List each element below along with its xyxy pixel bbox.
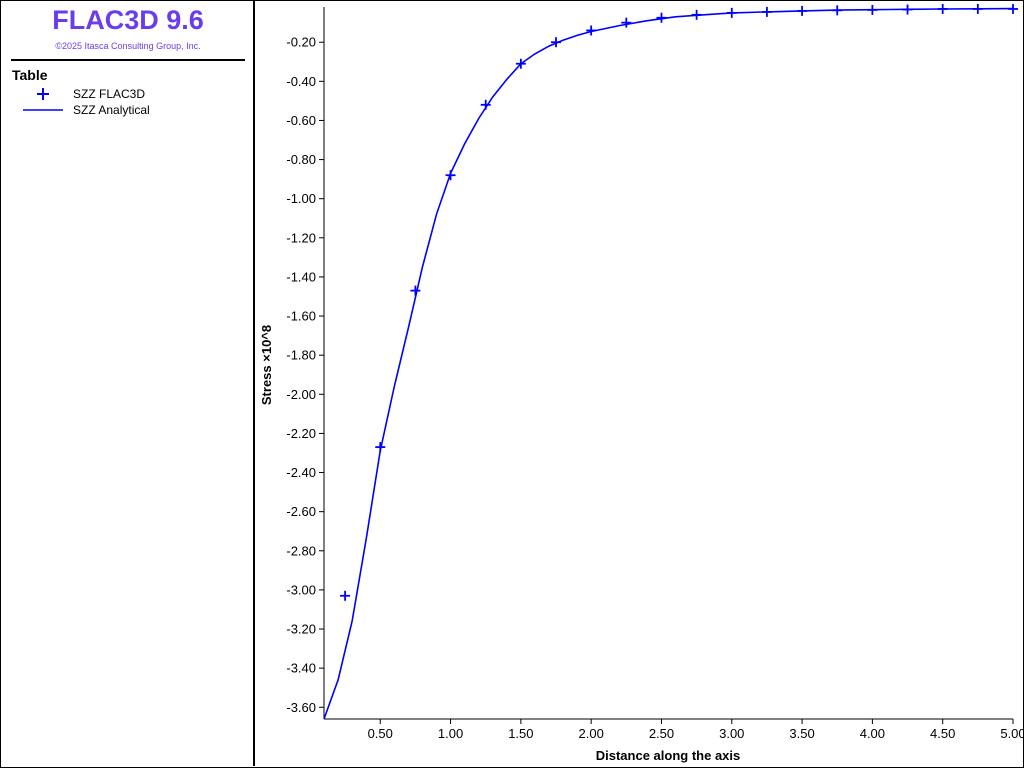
flac3d-point bbox=[551, 37, 562, 48]
x-tick-label: 2.00 bbox=[579, 726, 604, 741]
y-tick-label: -2.00 bbox=[286, 387, 316, 402]
flac3d-point bbox=[972, 3, 983, 14]
y-tick-label: -2.60 bbox=[286, 504, 316, 519]
flac3d-point bbox=[832, 5, 843, 16]
y-tick-label: -0.80 bbox=[286, 152, 316, 167]
x-tick-label: 4.00 bbox=[860, 726, 885, 741]
flac3d-point bbox=[621, 17, 632, 28]
y-tick-label: -0.20 bbox=[286, 35, 316, 50]
flac3d-point bbox=[902, 4, 913, 15]
copyright-text: ©2025 Itasca Consulting Group, Inc. bbox=[55, 41, 201, 51]
app-title: FLAC3D 9.6 bbox=[52, 5, 204, 35]
sidebar-panel: FLAC3D 9.6 ©2025 Itasca Consulting Group… bbox=[1, 1, 255, 766]
y-tick-label: -0.40 bbox=[286, 74, 316, 89]
y-tick-label: -0.60 bbox=[286, 113, 316, 128]
y-tick-label: -3.60 bbox=[286, 700, 316, 715]
plus-marker-icon bbox=[37, 88, 49, 100]
x-tick-label: 1.00 bbox=[438, 726, 463, 741]
series-szz-flac3d bbox=[340, 3, 1018, 601]
sidebar-divider bbox=[11, 59, 245, 61]
series-szz-analytical bbox=[323, 7, 1014, 720]
line-marker-icon bbox=[23, 109, 63, 111]
legend-title: Table bbox=[12, 67, 48, 83]
flac3d-point bbox=[867, 4, 878, 15]
flac3d-point bbox=[726, 7, 737, 18]
y-tick-label: -2.80 bbox=[286, 543, 316, 558]
flac3d-point bbox=[1008, 3, 1018, 14]
y-tick-label: -1.60 bbox=[286, 309, 316, 324]
flac3d-point bbox=[691, 9, 702, 20]
flac3d-point bbox=[340, 590, 351, 601]
y-axis-ticks: -0.20 -0.40 -0.60 -0.80 -1.00 -1.20 -1.40 -1.60… bbox=[286, 35, 324, 715]
y-tick-label: -2.20 bbox=[286, 426, 316, 441]
x-tick-label: 3.50 bbox=[789, 726, 814, 741]
y-tick-label: -3.20 bbox=[286, 622, 316, 637]
chart-axes bbox=[323, 7, 1013, 720]
flac3d-point bbox=[656, 12, 667, 23]
x-axis-label: Distance along the axis bbox=[596, 748, 741, 763]
flac3d-point bbox=[410, 285, 421, 296]
y-tick-label: -1.00 bbox=[286, 191, 316, 206]
x-tick-label: 0.50 bbox=[368, 726, 393, 741]
flac3d-point bbox=[515, 58, 526, 69]
y-tick-label: -1.80 bbox=[286, 348, 316, 363]
flac3d-point bbox=[761, 6, 772, 17]
legend-label: SZZ Analytical bbox=[73, 103, 150, 117]
y-tick-label: -1.20 bbox=[286, 230, 316, 245]
flac3d-point bbox=[797, 5, 808, 16]
x-tick-label: 1.50 bbox=[508, 726, 533, 741]
y-tick-label: -3.00 bbox=[286, 582, 316, 597]
x-axis-ticks: 0.50 1.00 1.50 2.00 2.50 3.00 3.50 4.00 4.50 5.00 bbox=[368, 719, 1024, 741]
y-tick-label: -3.40 bbox=[286, 661, 316, 676]
analytical-line bbox=[323, 7, 1014, 720]
flac3d-point bbox=[375, 442, 386, 453]
x-tick-label: 4.50 bbox=[930, 726, 955, 741]
x-tick-label: 5.00 bbox=[1000, 726, 1024, 741]
x-tick-label: 2.50 bbox=[649, 726, 674, 741]
flac3d-point bbox=[445, 170, 456, 181]
flac3d-point bbox=[937, 3, 948, 14]
y-tick-label: -2.40 bbox=[286, 465, 316, 480]
y-tick-label: -1.40 bbox=[286, 269, 316, 284]
x-tick-label: 3.00 bbox=[719, 726, 744, 741]
flac3d-point bbox=[480, 99, 491, 110]
y-axis-label: Stress ×10^8 bbox=[259, 325, 274, 405]
flac3d-point bbox=[586, 25, 597, 36]
legend-label: SZZ FLAC3D bbox=[73, 87, 146, 101]
